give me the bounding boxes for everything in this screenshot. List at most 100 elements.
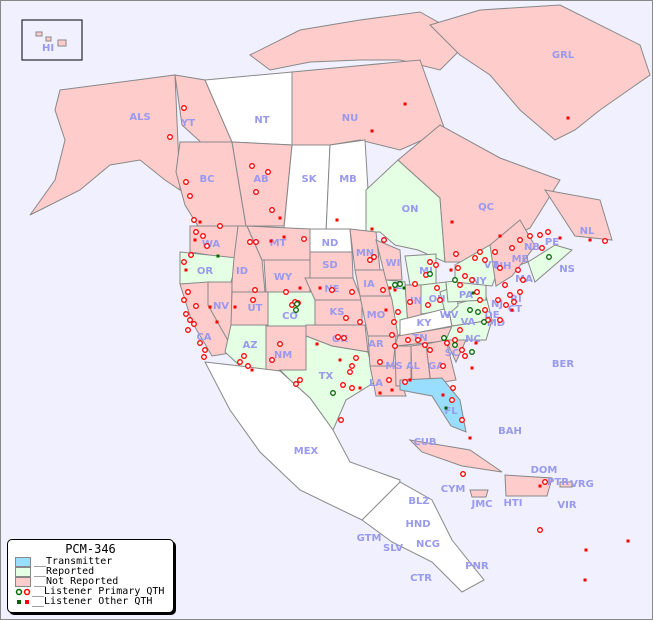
region-label-nb: NB xyxy=(524,242,540,253)
listener-primary-qth-marker xyxy=(457,282,463,288)
listener-primary-qth-marker xyxy=(187,317,193,323)
listener-other-qth-marker xyxy=(216,254,220,258)
listener-other-qth-marker xyxy=(370,227,374,231)
region-label-mex: MEX xyxy=(294,446,319,457)
listener-other-qth-marker xyxy=(208,305,212,309)
region-label-ber: BER xyxy=(552,359,574,370)
transmitter-swatch xyxy=(15,557,31,567)
listener-other-qth-marker xyxy=(393,288,397,292)
listener-primary-qth-marker xyxy=(181,297,187,303)
legend-title: PCM-346 xyxy=(65,542,116,556)
listener-primary-qth-marker xyxy=(250,297,256,303)
listener-primary-qth-marker xyxy=(253,189,259,195)
listener-primary-qth-marker xyxy=(507,292,513,298)
listener-other-qth-marker xyxy=(388,286,392,290)
region-label-al: AL xyxy=(406,361,421,372)
listener-primary-qth-marker xyxy=(539,245,545,251)
listener-primary-qth-marker xyxy=(453,251,459,257)
listener-other-qth-marker xyxy=(278,216,282,220)
region-label-ky: KY xyxy=(417,318,433,329)
listener-primary-qth-marker xyxy=(511,299,517,305)
listener-primary-qth-marker xyxy=(249,163,255,169)
region-nl xyxy=(543,189,613,241)
listener-primary-qth-marker xyxy=(459,417,465,423)
region-label-ok: OK xyxy=(332,334,350,345)
region-label-pnr: PNR xyxy=(465,561,489,572)
listener-other-qth-marker xyxy=(193,238,197,242)
region-ga xyxy=(425,339,457,385)
region-hi-island xyxy=(35,31,43,37)
listener-other-qth-marker xyxy=(269,239,273,243)
listener-primary-qth-marker xyxy=(497,317,503,323)
listener-other-qth-marker xyxy=(450,220,454,224)
listener-primary-qth-marker xyxy=(193,229,199,235)
listener-primary-qth-marker xyxy=(380,287,386,293)
listener-primary-qth-marker xyxy=(515,267,521,273)
region-mb xyxy=(325,139,369,233)
listener-primary-qth-marker xyxy=(402,379,408,385)
listener-other-qth-marker xyxy=(338,358,342,362)
region-label-bc: BC xyxy=(200,174,215,185)
listener-other-qth-marker xyxy=(184,268,188,272)
listener-primary-qth-marker xyxy=(503,302,509,308)
listener-primary-qth-marker xyxy=(283,289,289,295)
listener-other-qth-marker xyxy=(626,539,630,543)
region-label-wi: WI xyxy=(386,258,401,269)
listener-primary-qth-marker xyxy=(241,353,247,359)
region-label-ny: NY xyxy=(471,276,487,287)
listener-primary-qth-marker xyxy=(183,311,189,317)
listener-primary-qth-marker xyxy=(204,243,210,249)
listener-other-qth-marker xyxy=(298,286,302,290)
listener-primary-qth-marker xyxy=(546,254,552,260)
listener-primary-qth-marker xyxy=(497,265,503,271)
region-label-ut: UT xyxy=(248,303,263,314)
listener-primary-qth-marker xyxy=(474,289,480,295)
legend-label: __Listener Primary QTH xyxy=(32,586,165,597)
listener-primary-qth-marker xyxy=(472,255,478,261)
listener-primary-qth-marker xyxy=(537,232,543,238)
region-label-vt: VT xyxy=(484,260,499,271)
region-label-sk: SK xyxy=(302,174,318,185)
region-label-wv: WV xyxy=(440,310,459,321)
region-label-ctr: CTR xyxy=(410,573,432,584)
listener-primary-qth-marker xyxy=(441,335,447,341)
legend-item-transmitter: __Transmitter xyxy=(8,557,173,567)
region-label-hi: HI xyxy=(42,43,54,54)
listener-other-qth-marker xyxy=(282,235,286,239)
legend: PCM-346 __Transmitter __Reported __Not R… xyxy=(7,539,174,613)
listener-primary-qth-marker xyxy=(412,281,418,287)
listener-primary-qth-marker xyxy=(427,259,433,265)
region-label-az: AZ xyxy=(243,340,258,351)
listener-primary-qth-marker xyxy=(517,289,523,295)
listener-other-qth-marker xyxy=(408,378,412,382)
region-grl xyxy=(429,4,651,141)
listener-primary-qth-marker xyxy=(602,238,608,244)
listener-primary-qth-marker xyxy=(482,307,488,313)
open-circle-marker-icon xyxy=(15,588,31,596)
listener-primary-qth-marker xyxy=(371,254,377,260)
listener-primary-qth-marker xyxy=(347,369,353,375)
listener-primary-qth-marker xyxy=(495,297,501,303)
listener-primary-qth-marker xyxy=(482,257,488,263)
region-label-ks: KS xyxy=(330,307,345,318)
listener-primary-qth-marker xyxy=(188,252,194,258)
listener-primary-qth-marker xyxy=(191,217,197,223)
listener-primary-qth-marker xyxy=(450,385,456,391)
region-label-va: VA xyxy=(461,317,476,328)
listener-primary-qth-marker xyxy=(265,169,271,175)
region-his xyxy=(504,474,553,497)
region-label-ptr: PTR xyxy=(547,477,569,488)
region-label-cub: CUB xyxy=(413,437,436,448)
listener-primary-qth-marker xyxy=(467,307,473,313)
listener-primary-qth-marker xyxy=(477,297,483,303)
region-label-oh: OH xyxy=(429,294,446,305)
region-label-fl: FL xyxy=(444,406,458,417)
region-label-nv: NV xyxy=(213,301,229,312)
hawaii-inset xyxy=(21,19,83,61)
listener-primary-qth-marker xyxy=(469,277,475,283)
legend-item-not-reported: __Not Reported xyxy=(8,577,173,587)
listener-primary-qth-marker xyxy=(477,249,483,255)
region-jmc xyxy=(469,489,489,498)
listener-primary-qth-marker xyxy=(338,417,344,423)
region-label-sc: SC xyxy=(445,348,460,359)
